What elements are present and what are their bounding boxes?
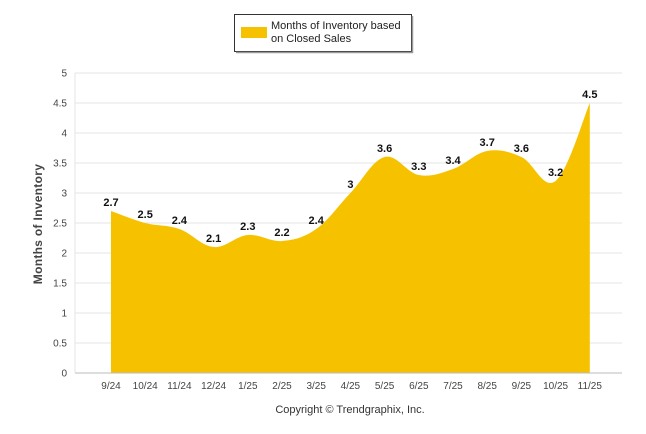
area-fill — [111, 103, 590, 373]
y-tick-label: 4 — [61, 129, 67, 140]
y-tick-label: 1 — [61, 309, 67, 320]
y-tick-label: 1.5 — [53, 279, 67, 290]
data-label: 2.5 — [138, 209, 153, 221]
x-tick-label: 9/24 — [101, 381, 121, 392]
area-series — [111, 103, 590, 373]
data-label: 3.4 — [445, 155, 461, 167]
data-label: 3.3 — [411, 161, 426, 173]
x-tick-label: 10/24 — [133, 381, 158, 392]
x-tick-label: 11/25 — [578, 381, 603, 392]
x-tick-label: 7/25 — [443, 381, 463, 392]
y-axis-label: Months of Inventory — [31, 164, 45, 284]
data-label: 3.6 — [514, 143, 529, 155]
y-tick-label: 3.5 — [53, 159, 67, 170]
data-labels: 2.7 2.5 2.4 2.1 2.3 2.2 2.4 3 3.6 3.3 3.4 3.7 3.6 3.2… — [103, 89, 597, 245]
x-tick-label: 1/25 — [238, 381, 258, 392]
data-label: 2.2 — [274, 227, 289, 239]
y-tick-label: 2.5 — [53, 219, 67, 230]
y-tick-label: 0.5 — [53, 339, 67, 350]
data-label: 3 — [347, 179, 353, 191]
legend: Months of Inventory based on Closed Sale… — [234, 14, 414, 54]
data-label: 3.7 — [480, 137, 495, 149]
y-tick-label: 0 — [61, 369, 67, 380]
x-tick-label: 8/25 — [477, 381, 497, 392]
x-tick-label: 10/25 — [543, 381, 568, 392]
y-tick-labels: 0 0.5 1 1.5 2 2.5 3 3.5 4 4.5 5 — [53, 69, 67, 380]
legend-label-line1: Months of Inventory based — [271, 20, 401, 32]
y-tick-label: 5 — [61, 69, 67, 80]
x-tick-label: 5/25 — [375, 381, 395, 392]
x-tick-labels: 9/24 10/24 11/24 12/24 1/25 2/25 3/25 4/25 5/25 6… — [101, 381, 602, 392]
legend-swatch — [241, 27, 267, 38]
copyright-text: Copyright © Trendgraphix, Inc. — [275, 404, 424, 416]
data-label: 3.6 — [377, 143, 392, 155]
data-label: 4.5 — [582, 89, 597, 101]
y-tick-label: 4.5 — [53, 99, 67, 110]
data-label: 2.4 — [309, 215, 325, 227]
x-tick-label: 3/25 — [306, 381, 326, 392]
data-label: 3.2 — [548, 167, 563, 179]
data-label: 2.4 — [172, 215, 188, 227]
x-tick-label: 4/25 — [341, 381, 361, 392]
x-tick-label: 9/25 — [512, 381, 532, 392]
x-tick-label: 6/25 — [409, 381, 429, 392]
x-tick-label: 2/25 — [272, 381, 292, 392]
legend-label-line2: on Closed Sales — [271, 33, 352, 45]
axes — [74, 73, 622, 374]
x-tick-label: 11/24 — [167, 381, 192, 392]
y-tick-label: 2 — [61, 249, 67, 260]
data-label: 2.3 — [240, 221, 255, 233]
y-tick-label: 3 — [61, 189, 67, 200]
data-label: 2.7 — [103, 197, 118, 209]
x-tick-label: 12/24 — [201, 381, 226, 392]
data-label: 2.1 — [206, 233, 221, 245]
